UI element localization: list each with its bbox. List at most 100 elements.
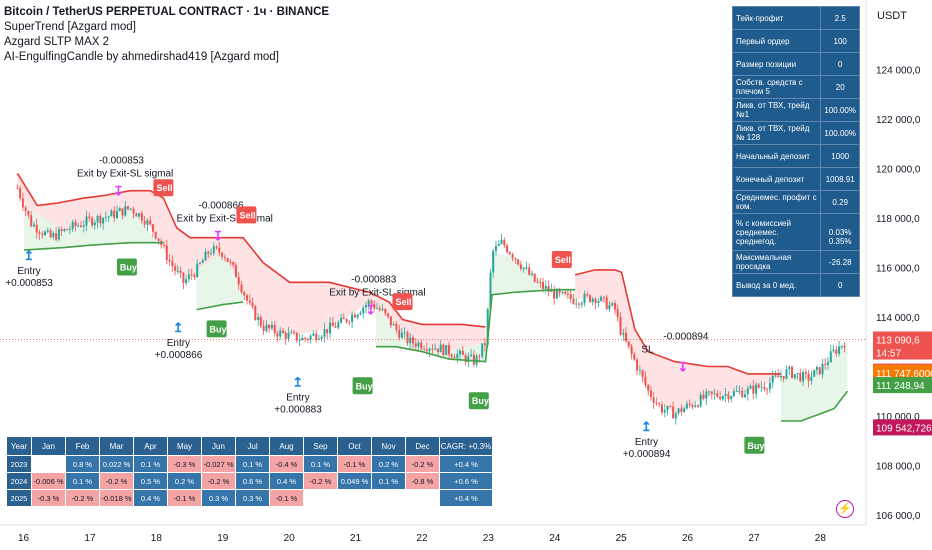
candle-body [514, 258, 517, 260]
candle-body [564, 291, 567, 294]
candle-body [572, 298, 575, 304]
candle-body [295, 332, 298, 341]
indicator-engulfing[interactable]: AI-EngulfingCandle by ahmedirshad419 [Az… [4, 51, 279, 63]
downtrend-fill [17, 173, 486, 357]
candle-body [237, 277, 240, 285]
y-tick-label: 124 000,0 [876, 65, 921, 76]
stats-row: Среднемес. профит с ком. 0.29 [731, 190, 860, 214]
candle-body [284, 333, 287, 339]
candle-body [207, 251, 210, 254]
stats-row: Собств. средств с плечом 5 20 [731, 75, 860, 99]
chart-legend: Bitcoin / TetherUS PERPETUAL CONTRACT · … [4, 5, 329, 65]
perf-cell: -0.1 % [337, 455, 372, 473]
candle-body [542, 282, 544, 289]
perf-cell: 0.3 % [235, 489, 270, 507]
candle-body [774, 375, 777, 377]
candle-body [428, 348, 431, 351]
stats-row: Вывод за 0 мед. 0 [731, 273, 860, 297]
candle-body [27, 210, 30, 216]
stats-value: 1000 [820, 144, 860, 168]
candle-body [716, 393, 719, 397]
candle-body [262, 326, 265, 331]
stats-label: % с комиссией среднемес. среднегод. [731, 213, 822, 251]
lightning-icon[interactable]: ⚡ [836, 500, 854, 518]
candle-body [528, 267, 531, 275]
indicator-sltp[interactable]: Azgard SLTP MAX 2 [4, 36, 110, 48]
candle-body [483, 343, 486, 345]
stats-value: 100 [820, 29, 860, 53]
candle-body [456, 354, 459, 359]
candle-body [697, 405, 699, 407]
candle-body [345, 319, 348, 322]
entry-value-label: +0.000853 [5, 278, 53, 289]
candle-body [531, 273, 533, 275]
candle-body [658, 403, 661, 405]
candle-body [445, 345, 448, 355]
candle-body [431, 348, 434, 350]
x-tick-label: 25 [616, 533, 628, 544]
candle-body [655, 403, 658, 404]
perf-cell: -0.2 % [99, 472, 134, 490]
candle-body [630, 346, 633, 354]
candle-body [616, 309, 619, 317]
candle-body [362, 307, 365, 313]
price-scale-value: 111 248,94 [876, 381, 925, 392]
candle-body [273, 325, 276, 333]
sell-label: Sell [395, 297, 411, 307]
candle-body [38, 232, 41, 234]
entry-value-label: +0.000883 [274, 404, 322, 415]
candle-body [193, 275, 196, 277]
candle-body [594, 298, 597, 304]
candle-body [315, 333, 318, 340]
candle-body [719, 396, 722, 400]
candle-body [395, 324, 398, 330]
entry-value-label: +0.000894 [623, 449, 671, 460]
perf-cell: -0.4 % [269, 455, 304, 473]
candle-body [768, 382, 771, 390]
symbol-title[interactable]: Bitcoin / TetherUS PERPETUAL CONTRACT · … [4, 6, 330, 18]
y-tick-label: 110 000,0 [876, 412, 920, 423]
perf-year: 2024 [6, 472, 32, 490]
x-tick-label: 26 [682, 533, 694, 544]
candle-body [600, 296, 603, 301]
perf-cell [405, 489, 440, 507]
candle-body [82, 225, 85, 227]
candle-body [187, 274, 190, 280]
perf-cell: 0.1 % [303, 455, 338, 473]
candle-body [351, 314, 354, 322]
candle-body [293, 332, 295, 334]
candle-body [107, 216, 110, 217]
candle-body [702, 394, 705, 399]
candle-body [425, 349, 428, 351]
stats-value: 2.5 [820, 6, 860, 30]
price-scale-value: 113 090,6 [876, 336, 920, 347]
candle-body [326, 329, 329, 334]
perf-cell: -0.1 % [269, 489, 304, 507]
candle-body [337, 322, 340, 328]
candle-body [423, 348, 426, 350]
stats-row: % с комиссией среднемес. среднегод. 0.03% 0.… [731, 213, 860, 251]
candle-body [143, 221, 146, 225]
price-scale-tag [873, 377, 932, 394]
candle-body [243, 292, 246, 296]
candle-body [760, 386, 763, 388]
candle-body [495, 246, 497, 251]
candle-body [785, 369, 788, 379]
candle-body [589, 295, 592, 302]
candle-body [110, 210, 113, 217]
currency-label[interactable]: USDT [877, 10, 907, 22]
candle-body [367, 300, 370, 305]
perf-cell: 0.022 % [99, 455, 134, 473]
candle-body [522, 267, 525, 269]
candle-body [666, 406, 669, 411]
candle-body [118, 208, 121, 212]
uptrend-fill [196, 252, 244, 310]
candle-body [788, 366, 791, 370]
candle-body [669, 406, 672, 407]
candle-body [614, 303, 616, 310]
candle-body [605, 297, 608, 310]
candle-body [625, 332, 627, 342]
indicator-supertrend[interactable]: SuperTrend [Azgard mod] [4, 21, 136, 33]
